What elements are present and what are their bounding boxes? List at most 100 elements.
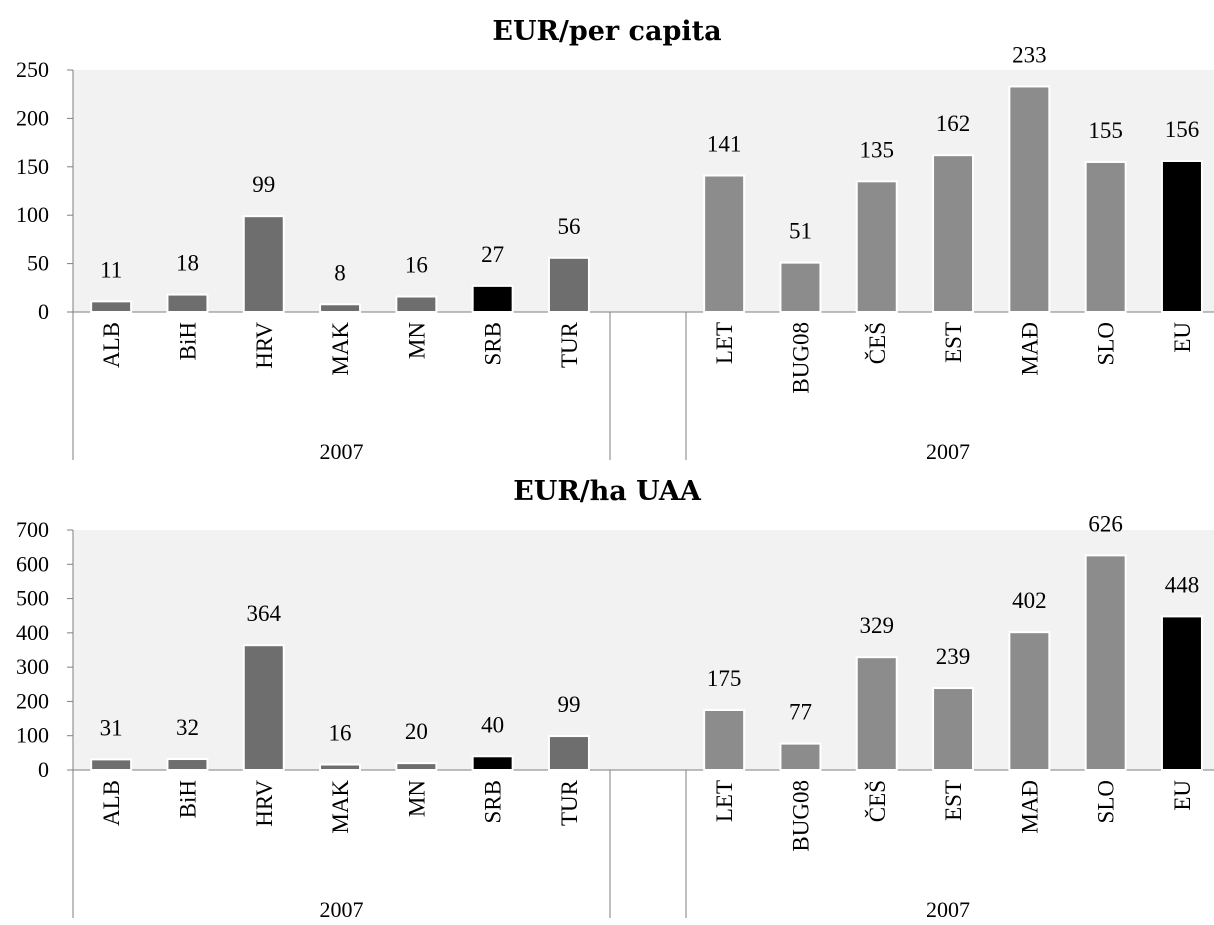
bar (471, 284, 514, 314)
category-label: EST (941, 780, 966, 821)
y-tick-label: 400 (16, 620, 49, 645)
data-label: 329 (860, 613, 895, 638)
chart-title: EUR/ha UAA (513, 476, 702, 507)
data-label: 99 (557, 692, 580, 717)
bar (932, 687, 975, 771)
category-label: MAK (328, 322, 353, 376)
category-label: ALB (99, 780, 124, 826)
bar (1008, 631, 1051, 772)
data-label: 18 (176, 251, 199, 276)
chart-per-capita: EUR/per capita 0 50 100 150 200 250 11 ALB 18 BiH… (16, 16, 1214, 464)
y-tick-label: 300 (16, 654, 49, 679)
data-label: 402 (1012, 588, 1047, 613)
data-label: 162 (936, 111, 971, 136)
chart-per-ha-uaa: EUR/ha UAA 0 100 200 300 400 500 600 700 31 ALB 32… (16, 476, 1214, 922)
category-label: LET (712, 322, 737, 364)
data-label: 11 (100, 257, 122, 282)
category-label: MAĐ (1017, 780, 1042, 834)
data-label: 141 (707, 132, 742, 157)
data-label: 364 (247, 601, 282, 626)
category-label: ALB (99, 322, 124, 368)
y-tick-label: 600 (16, 551, 49, 576)
group-label: 2007 (320, 439, 364, 464)
bar (319, 763, 362, 771)
data-label: 175 (707, 666, 742, 691)
bar (779, 261, 822, 313)
bar (242, 215, 285, 313)
y-tick-label: 500 (16, 586, 49, 611)
y-tick-label: 200 (16, 105, 49, 130)
category-label: EST (941, 322, 966, 363)
bar (1160, 615, 1203, 772)
data-label: 51 (789, 219, 812, 244)
data-label: 56 (557, 214, 580, 239)
bar (471, 755, 514, 771)
data-label: 239 (936, 644, 971, 669)
category-label: ČEŠ (864, 780, 890, 822)
data-label: 233 (1012, 42, 1047, 67)
category-label: SRB (481, 780, 506, 823)
category-label: BUG08 (788, 322, 813, 394)
category-label: EU (1170, 780, 1195, 811)
bar (1008, 85, 1051, 314)
bar (779, 742, 822, 771)
data-label: 448 (1165, 572, 1200, 597)
bar (703, 174, 746, 313)
data-label: 155 (1088, 118, 1123, 143)
data-label: 20 (405, 719, 428, 744)
y-tick-label: 700 (16, 517, 49, 542)
y-tick-label: 150 (16, 154, 49, 179)
category-label: BiH (175, 322, 200, 360)
group-label: 2007 (926, 897, 970, 922)
category-label: MN (404, 780, 429, 817)
y-tick-label: 100 (16, 723, 49, 748)
category-label: MN (404, 322, 429, 359)
category-label: LET (712, 780, 737, 822)
bar (90, 758, 133, 771)
data-label: 626 (1088, 511, 1123, 536)
bar (855, 180, 898, 313)
category-label: BiH (175, 780, 200, 818)
bar (395, 295, 438, 313)
category-label: EU (1170, 322, 1195, 353)
bar (319, 303, 362, 314)
data-label: 27 (481, 242, 504, 267)
category-label: HRV (252, 322, 277, 369)
group-label: 2007 (926, 439, 970, 464)
data-label: 40 (481, 712, 504, 737)
bar (547, 256, 590, 313)
bar (703, 709, 746, 771)
category-label: TUR (557, 321, 582, 368)
data-label: 99 (252, 172, 275, 197)
data-label: 77 (789, 700, 812, 725)
y-tick-label: 0 (38, 299, 49, 324)
data-label: 8 (334, 260, 346, 285)
bar (1160, 159, 1203, 313)
bar (395, 762, 438, 772)
category-label: HRV (252, 780, 277, 827)
category-label: TUR (557, 779, 582, 826)
category-label: BUG08 (788, 780, 813, 852)
y-tick-label: 0 (38, 757, 49, 782)
bar (166, 758, 209, 771)
bar (932, 154, 975, 313)
data-label: 16 (405, 253, 428, 278)
data-label: 135 (860, 137, 895, 162)
y-tick-label: 50 (27, 251, 49, 276)
category-label: SRB (481, 322, 506, 365)
y-tick-label: 250 (16, 57, 49, 82)
data-label: 31 (100, 715, 123, 740)
bar (1084, 554, 1127, 771)
category-label: MAĐ (1017, 322, 1042, 376)
category-label: ČEŠ (864, 322, 890, 364)
data-label: 32 (176, 715, 199, 740)
bar (1084, 160, 1127, 313)
data-label: 156 (1165, 117, 1200, 142)
bar (90, 300, 133, 313)
data-label: 16 (329, 721, 352, 746)
category-label: SLO (1094, 780, 1119, 823)
chart-title: EUR/per capita (492, 16, 721, 47)
y-tick-label: 200 (16, 688, 49, 713)
